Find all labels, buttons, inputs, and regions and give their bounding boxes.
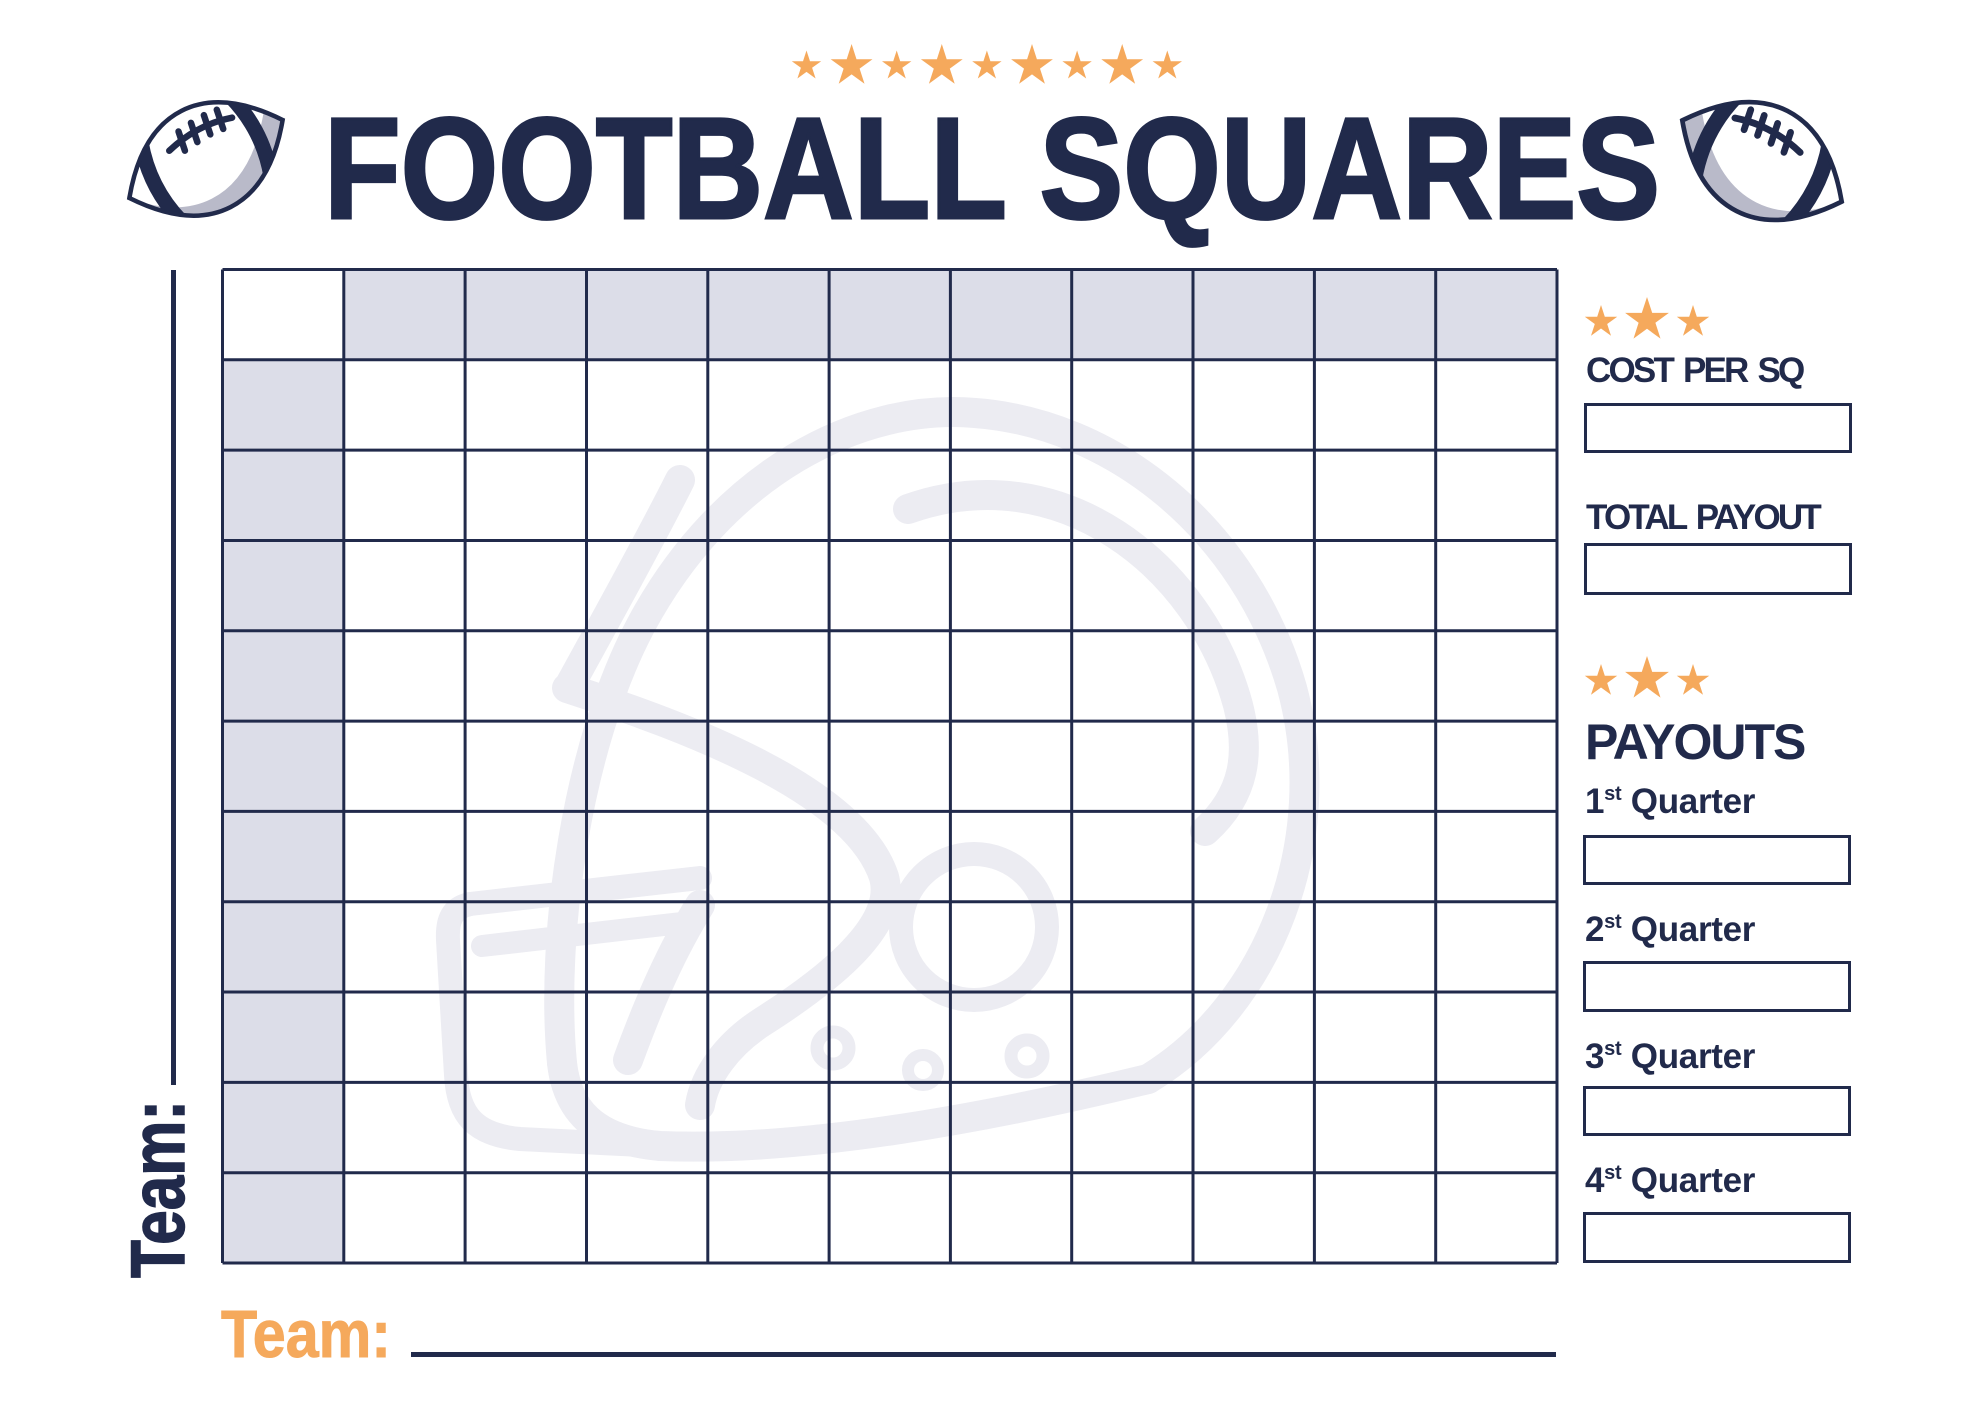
svg-text:FOOTBALL SQUARES: FOOTBALL SQUARES bbox=[324, 88, 1660, 249]
svg-text:Team:: Team: bbox=[116, 1100, 201, 1278]
svg-text:Team:: Team: bbox=[221, 1297, 391, 1372]
